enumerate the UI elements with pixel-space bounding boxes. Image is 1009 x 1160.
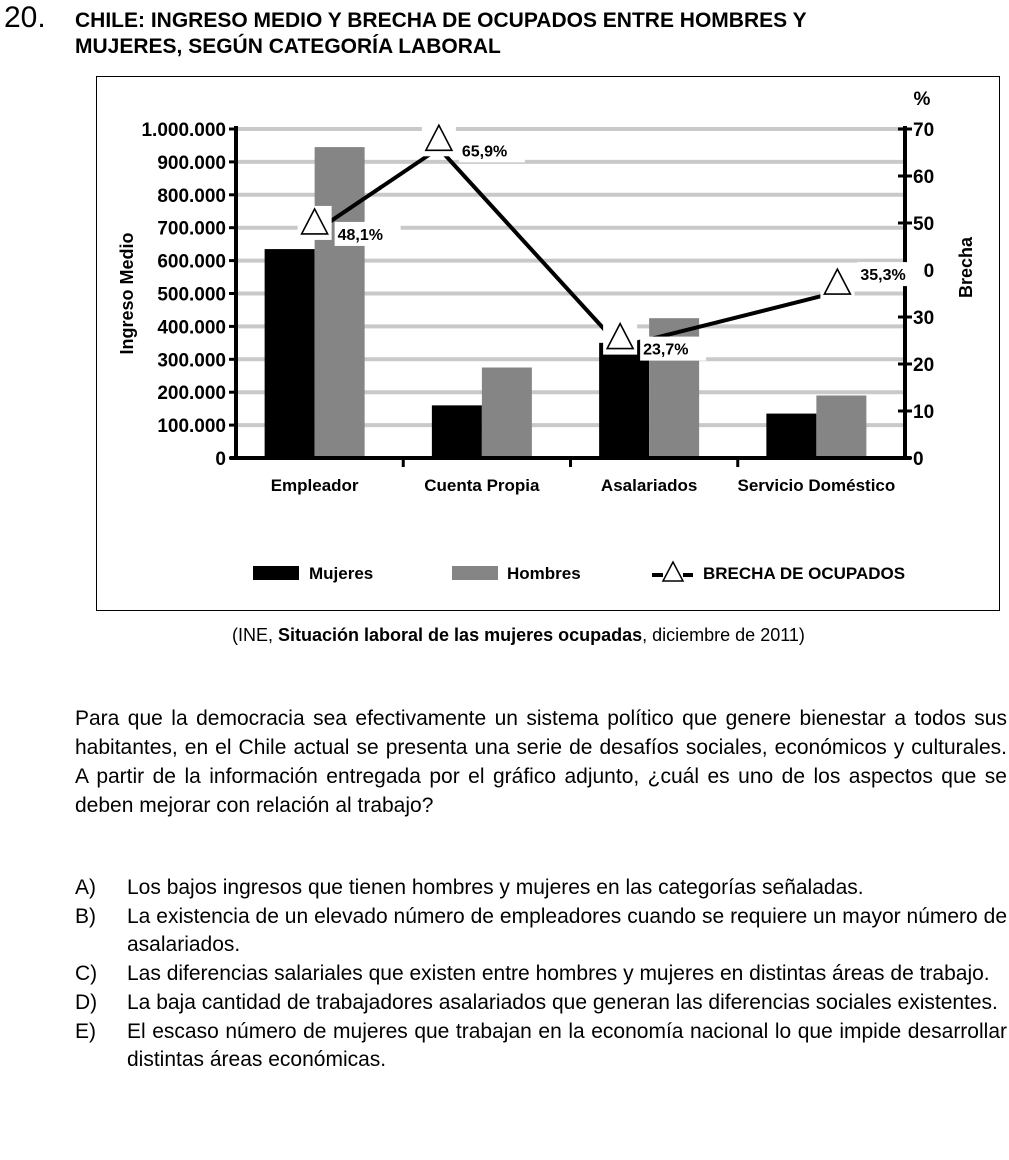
option-letter: A) bbox=[75, 876, 96, 899]
source-prefix: (INE, bbox=[232, 625, 279, 645]
y-axis-title-left: Ingreso Medio bbox=[117, 232, 137, 354]
source-citation: (INE, Situación laboral de las mujeres o… bbox=[232, 624, 805, 646]
bar-mujeres bbox=[766, 413, 817, 458]
bar-hombres bbox=[314, 147, 365, 458]
x-tick-label: Empleador bbox=[271, 476, 359, 495]
y-tick-label-left: 900.000 bbox=[157, 153, 226, 174]
brecha-data-label: 23,7% bbox=[643, 342, 688, 359]
legend-swatch-mujeres bbox=[253, 566, 299, 580]
legend-label-mujeres: Mujeres bbox=[309, 564, 373, 583]
bar-mujeres bbox=[264, 249, 315, 458]
option-text: Los bajos ingresos que tienen hombres y … bbox=[127, 876, 864, 899]
source-suffix: , diciembre de 2011) bbox=[642, 625, 805, 645]
chart-frame: Empleador Cuenta Propia Asalariados Servici… bbox=[96, 76, 1000, 611]
option-a[interactable]: A) Los bajos ingresos que tienen hombres… bbox=[75, 874, 1007, 902]
legend-swatch-hombres bbox=[452, 566, 498, 580]
brecha-marker bbox=[823, 267, 852, 295]
brecha-label-bg bbox=[458, 138, 525, 163]
y-tick-label-left: 700.000 bbox=[157, 219, 226, 240]
answer-options: A) Los bajos ingresos que tienen hombres… bbox=[75, 874, 1007, 1075]
y-tick-label-left: 400.000 bbox=[157, 317, 226, 338]
brecha-marker bbox=[605, 321, 635, 350]
bar-mujeres bbox=[431, 405, 482, 458]
y-tick-label-right: 60 bbox=[913, 167, 934, 188]
brecha-marker bbox=[424, 123, 454, 152]
option-text: Las diferencias salariales que existen e… bbox=[127, 962, 990, 985]
brecha-line bbox=[313, 146, 838, 349]
option-text: El escaso número de mujeres que trabajan… bbox=[127, 1020, 1007, 1071]
y-tick-label-right: 50 bbox=[913, 214, 934, 235]
legend-label-hombres: Hombres bbox=[507, 564, 581, 583]
option-letter: D) bbox=[75, 991, 98, 1014]
brecha-label-bg bbox=[640, 336, 707, 361]
y-tick-label-right: 10 bbox=[913, 402, 934, 423]
y-tick-label-left: 0 bbox=[215, 449, 226, 470]
chart-svg: Empleador Cuenta Propia Asalariados Servici… bbox=[117, 89, 976, 583]
brecha-marker bbox=[300, 207, 329, 235]
brecha-data-label: 35,3% bbox=[860, 267, 905, 284]
y-axis-unit-right: % bbox=[914, 89, 931, 110]
brecha-label-bg bbox=[334, 221, 401, 246]
chart-title-line-2: MUJERES, SEGÚN CATEGORÍA LABORAL bbox=[75, 35, 501, 58]
brecha-data-label: 48,1% bbox=[338, 227, 383, 244]
y-axis-title-right: Brecha bbox=[956, 236, 976, 298]
option-d[interactable]: D) La baja cantidad de trabajadores asal… bbox=[75, 989, 1007, 1017]
option-letter: E) bbox=[75, 1020, 96, 1043]
y-tick-label-left: 300.000 bbox=[157, 350, 226, 371]
bar-hombres bbox=[816, 395, 867, 458]
y-tick-label-right: 0 bbox=[913, 449, 924, 470]
x-tick-label: Asalariados bbox=[601, 476, 697, 495]
source-title: Situación laboral de las mujeres ocupada… bbox=[278, 625, 643, 645]
option-e[interactable]: E) El escaso número de mujeres que traba… bbox=[75, 1018, 1007, 1074]
chart-title-line-1: CHILE: INGRESO MEDIO Y BRECHA DE OCUPADO… bbox=[75, 9, 807, 32]
y-tick-label-left: 200.000 bbox=[157, 383, 226, 404]
option-b[interactable]: B) La existencia de un elevado número de… bbox=[75, 903, 1007, 959]
bar-mujeres bbox=[599, 342, 650, 458]
question-prompt: Para que la democracia sea efectivamente… bbox=[75, 707, 1007, 817]
y-tick-label-left: 500.000 bbox=[157, 285, 226, 306]
chart-title: CHILE: INGRESO MEDIO Y BRECHA DE OCUPADO… bbox=[75, 8, 995, 60]
y-tick-label-left: 100.000 bbox=[157, 416, 226, 437]
y-tick-label-right: 70 bbox=[913, 120, 934, 141]
y-tick-label-right: 20 bbox=[913, 355, 934, 376]
y-tick-label-left: 1.000.000 bbox=[141, 120, 226, 141]
option-letter: B) bbox=[75, 905, 96, 928]
bar-hombres bbox=[481, 367, 532, 458]
option-letter: C) bbox=[75, 962, 98, 985]
option-c[interactable]: C) Las diferencias salariales que existe… bbox=[75, 960, 1007, 988]
x-tick-label: Cuenta Propia bbox=[424, 476, 540, 495]
y-tick-label-left: 600.000 bbox=[157, 252, 226, 273]
question-number: 20. bbox=[4, 1, 46, 34]
y-tick-label-right: 30 bbox=[913, 308, 934, 329]
legend-label-brecha: BRECHA DE OCUPADOS bbox=[703, 564, 905, 583]
brecha-label-bg bbox=[857, 262, 924, 287]
x-tick-label: Servicio Doméstico bbox=[737, 476, 895, 495]
legend-marker-brecha bbox=[661, 560, 685, 582]
brecha-data-label: 65,9% bbox=[462, 143, 507, 160]
option-text: La existencia de un elevado número de em… bbox=[127, 905, 1007, 956]
y-tick-label-left: 800.000 bbox=[157, 186, 226, 207]
option-text: La baja cantidad de trabajadores asalari… bbox=[127, 991, 998, 1014]
